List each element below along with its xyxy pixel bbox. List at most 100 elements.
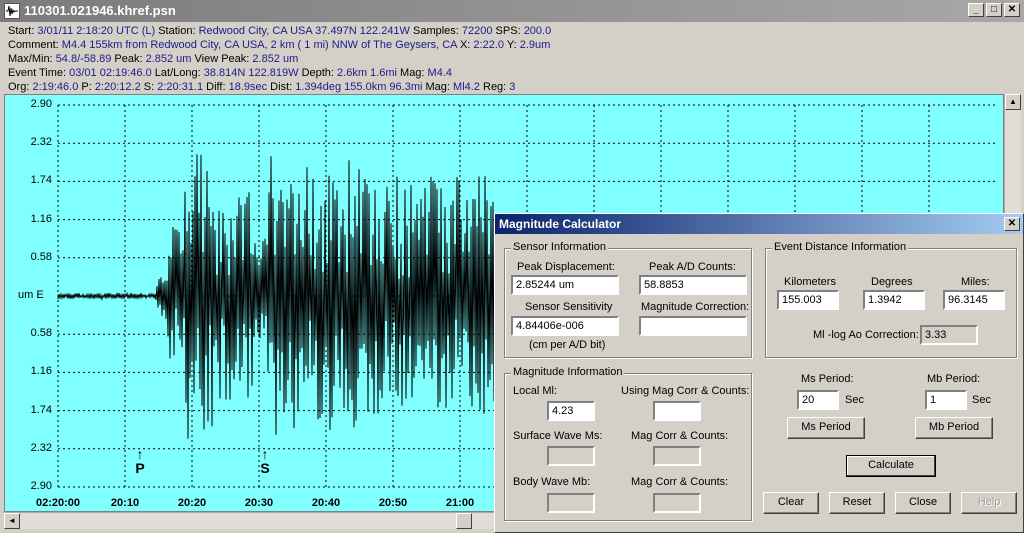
reset-button[interactable]: Reset <box>829 492 885 514</box>
y-tick-label: 1.74 <box>30 403 52 416</box>
clear-button[interactable]: Clear <box>763 492 819 514</box>
info-value: 2:22.0 <box>473 39 504 51</box>
magnitude-correction-field[interactable] <box>639 316 747 336</box>
info-value: 3/01/11 2:18:20 UTC (L) <box>37 25 156 37</box>
kilometers-field[interactable]: 155.003 <box>777 290 839 310</box>
dialog-title-bar[interactable]: Magnitude Calculator ✕ <box>495 214 1023 234</box>
body-wave-label: Body Wave Mb: <box>513 476 591 488</box>
window-title: 110301.021946.khref.psn <box>24 3 176 18</box>
app-icon[interactable] <box>4 3 20 19</box>
ao-correction-label: Ml -log Ao Correction: <box>813 329 919 341</box>
dialog-title: Magnitude Calculator <box>499 217 622 231</box>
y-tick-label: 1.74 <box>30 174 52 187</box>
info-label: X: <box>456 39 474 51</box>
info-value: 2.6km 1.6mi <box>337 67 397 79</box>
mag-corr-counts-label-2: Mag Corr & Counts: <box>631 476 729 488</box>
seismic-trace <box>57 154 495 439</box>
y-tick-label: 0.58 <box>30 327 52 340</box>
info-value: 03/01 02:19:46.0 <box>69 67 152 79</box>
info-value: 2:20:12.2 <box>94 81 141 93</box>
help-button[interactable]: Help <box>961 492 1017 514</box>
info-value: 72200 <box>461 25 493 37</box>
ms-period-field[interactable]: 20 <box>797 390 839 410</box>
info-value: 38.814N 122.819W <box>203 67 299 79</box>
magnitude-calculator-dialog[interactable]: Magnitude Calculator ✕ Sensor Informatio… <box>494 213 1024 533</box>
group-title: Magnitude Information <box>511 366 625 378</box>
info-value: 2:19:46.0 <box>32 81 79 93</box>
info-line-origin: Org: 2:19:46.0 P: 2:20:12.2 S: 2:20:31.1… <box>8 81 515 94</box>
info-line-start: Start: 3/01/11 2:18:20 UTC (L) Station: … <box>8 25 551 38</box>
x-tick-label: 20:30 <box>244 497 274 509</box>
y-tick-label: 2.90 <box>30 98 52 110</box>
x-tick-label: 21:00 <box>445 497 475 509</box>
close-dialog-button[interactable]: Close <box>895 492 951 514</box>
info-value: 1.394deg 155.0km 96.3mi <box>295 81 423 93</box>
info-label: P: <box>78 81 95 93</box>
info-label: Dist: <box>267 81 296 93</box>
y-tick-label: 1.16 <box>30 365 52 378</box>
info-label: S: <box>140 81 158 93</box>
scroll-thumb[interactable] <box>456 513 472 529</box>
info-label: View Peak: <box>191 53 253 65</box>
info-value: M4.4 155km from Redwood City, CA USA, 2 … <box>61 39 457 51</box>
y-tick-label: 0.58 <box>30 250 52 263</box>
x-tick-label: 02:20:00 <box>35 497 81 509</box>
info-label: Lat/Long: <box>151 67 204 79</box>
info-label: Reg: <box>479 81 510 93</box>
peak-ad-counts-field[interactable]: 58.8853 <box>639 275 747 295</box>
info-line-event-time: Event Time: 03/01 02:19:46.0 Lat/Long: 3… <box>8 67 452 80</box>
x-tick-label: 20:40 <box>311 497 341 509</box>
seismograph-icon <box>6 5 18 17</box>
surface-wave-label: Surface Wave Ms: <box>513 430 603 442</box>
using-mag-corr-field[interactable] <box>653 401 701 421</box>
group-title: Sensor Information <box>511 241 608 253</box>
info-value: Redwood City, CA USA 37.497N 122.241W <box>198 25 410 37</box>
surface-wave-field <box>547 446 595 466</box>
x-tick-label: 20:10 <box>110 497 140 509</box>
info-label: SPS: <box>492 25 524 37</box>
local-ml-label: Local Ml: <box>513 385 558 397</box>
p-wave-marker: ↑ P <box>130 447 150 476</box>
window-title-bar[interactable]: 110301.021946.khref.psn _ □ ✕ <box>0 0 1024 22</box>
calculate-button[interactable]: Calculate <box>846 455 936 477</box>
ao-correction-field: 3.33 <box>920 325 978 345</box>
scroll-left-icon[interactable]: ◄ <box>4 513 20 529</box>
info-label: Comment: <box>8 39 62 51</box>
event-distance-group: Event Distance Information <box>765 241 1017 358</box>
local-ml-field[interactable]: 4.23 <box>547 401 595 421</box>
info-label: Start: <box>8 25 38 37</box>
info-label: Diff: <box>203 81 229 93</box>
miles-field[interactable]: 96.3145 <box>943 290 1005 310</box>
minimize-button[interactable]: _ <box>968 3 984 17</box>
group-title: Event Distance Information <box>772 241 909 253</box>
ms-period-button[interactable]: Ms Period <box>787 417 865 439</box>
sensor-sensitivity-field[interactable]: 4.84406e-006 <box>511 316 619 336</box>
info-label: Samples: <box>409 25 462 37</box>
info-label: Depth: <box>298 67 338 79</box>
peak-displacement-label: Peak Displacement: <box>517 261 615 273</box>
sensor-information-group: Sensor Information <box>504 241 752 358</box>
y-tick-label: um E <box>18 289 44 301</box>
info-value: Ml4.2 <box>453 81 480 93</box>
x-tick-label: 20:50 <box>378 497 408 509</box>
info-label: Station: <box>155 25 199 37</box>
ms-period-unit: Sec <box>845 394 864 406</box>
info-line-comment: Comment: M4.4 155km from Redwood City, C… <box>8 39 550 52</box>
scroll-up-icon[interactable]: ▲ <box>1005 94 1021 110</box>
degrees-label: Degrees <box>871 276 913 288</box>
mb-period-button[interactable]: Mb Period <box>915 417 993 439</box>
close-button[interactable]: ✕ <box>1004 3 1020 17</box>
degrees-field[interactable]: 1.3942 <box>863 290 925 310</box>
mag-corr-counts-field-2 <box>653 493 701 513</box>
maximize-button[interactable]: □ <box>986 3 1002 17</box>
event-info-panel: Start: 3/01/11 2:18:20 UTC (L) Station: … <box>0 22 1024 94</box>
dialog-close-button[interactable]: ✕ <box>1004 217 1020 231</box>
info-label: Y: <box>504 39 520 51</box>
x-tick-label: 20:20 <box>177 497 207 509</box>
info-label: Mag: <box>422 81 454 93</box>
body-wave-field <box>547 493 595 513</box>
info-value: 2:20:31.1 <box>157 81 204 93</box>
mag-corr-counts-field-1 <box>653 446 701 466</box>
peak-displacement-field[interactable]: 2.85244 um <box>511 275 619 295</box>
mb-period-field[interactable]: 1 <box>925 390 967 410</box>
